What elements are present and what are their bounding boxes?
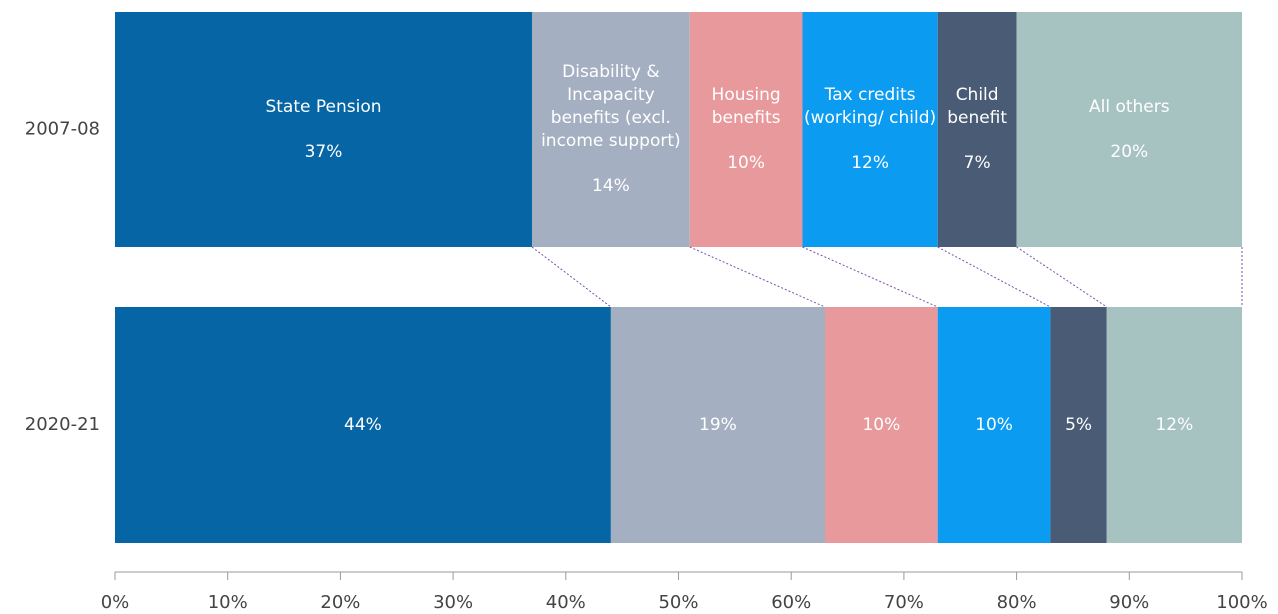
series-label: All others — [1088, 96, 1170, 117]
data-label: 20% — [1110, 141, 1149, 162]
x-tick-label: 20% — [320, 592, 360, 613]
connector — [531, 246, 612, 308]
bar-segment — [531, 12, 690, 247]
segment-label: All others 20% — [1017, 12, 1242, 247]
data-label: 12% — [851, 153, 889, 173]
bar-segment — [1050, 307, 1107, 543]
data-label: 19% — [699, 414, 737, 435]
segment-label: 19% — [611, 307, 825, 543]
bar-segment — [937, 12, 1017, 247]
x-tick-label: 60% — [771, 592, 811, 613]
x-tick-label: 40% — [546, 592, 586, 613]
series-label: Disability & Incapacity benefits (excl. … — [541, 62, 681, 151]
x-tick-label: 70% — [884, 592, 924, 613]
y-tick-label: 2020-21 — [25, 414, 100, 435]
data-label: 12% — [1155, 414, 1194, 435]
bar-segment — [1106, 307, 1242, 543]
x-tick-label: 100% — [1216, 592, 1267, 613]
x-tick-label: 90% — [1109, 592, 1149, 613]
segment-label: 10% — [938, 307, 1051, 543]
x-tick-label: 30% — [433, 592, 473, 613]
series-label: Tax credits (working/ child) — [803, 85, 937, 128]
data-label: 10% — [975, 414, 1013, 435]
data-label: 10% — [727, 153, 765, 173]
segment-label: 5% — [1050, 307, 1106, 543]
segment-label: State Pension 37% — [115, 12, 532, 247]
data-label: 10% — [862, 414, 901, 435]
bar-segment — [115, 307, 611, 543]
segment-label: 44% — [115, 307, 611, 543]
bar-segment — [937, 307, 1051, 543]
x-tick-label: 50% — [658, 592, 698, 613]
connector — [689, 246, 826, 308]
x-tick-label: 10% — [208, 592, 248, 613]
segment-label: 10% — [825, 307, 938, 543]
bar-segment — [610, 307, 826, 543]
x-tick-label: 80% — [997, 592, 1037, 613]
bar-segment — [802, 12, 938, 247]
bar-segment — [1016, 12, 1242, 247]
segment-label: Disability & Incapacity benefits (excl. … — [532, 12, 690, 247]
series-label: Housing benefits — [711, 85, 781, 128]
segment-label: Housing benefits 10% — [690, 12, 803, 247]
connector — [802, 246, 938, 308]
data-label: 5% — [1065, 414, 1093, 435]
data-label: 7% — [963, 153, 991, 173]
x-tick-label: 0% — [101, 592, 130, 613]
segment-label: Child benefit 7% — [938, 12, 1017, 247]
data-label: 37% — [304, 141, 343, 162]
connector — [1016, 246, 1108, 308]
segment-label: Tax credits (working/ child) 12% — [802, 12, 937, 247]
connector — [937, 246, 1051, 308]
segment-label: 12% — [1107, 307, 1242, 543]
series-label: State Pension — [265, 96, 382, 117]
data-label: 44% — [344, 414, 382, 435]
bar-segment — [115, 12, 532, 247]
bar-segment — [825, 307, 938, 543]
bar-segment — [689, 12, 803, 247]
y-tick-label: 2007-08 — [25, 119, 100, 140]
data-label: 14% — [591, 176, 630, 196]
series-label: Child benefit — [947, 85, 1008, 128]
